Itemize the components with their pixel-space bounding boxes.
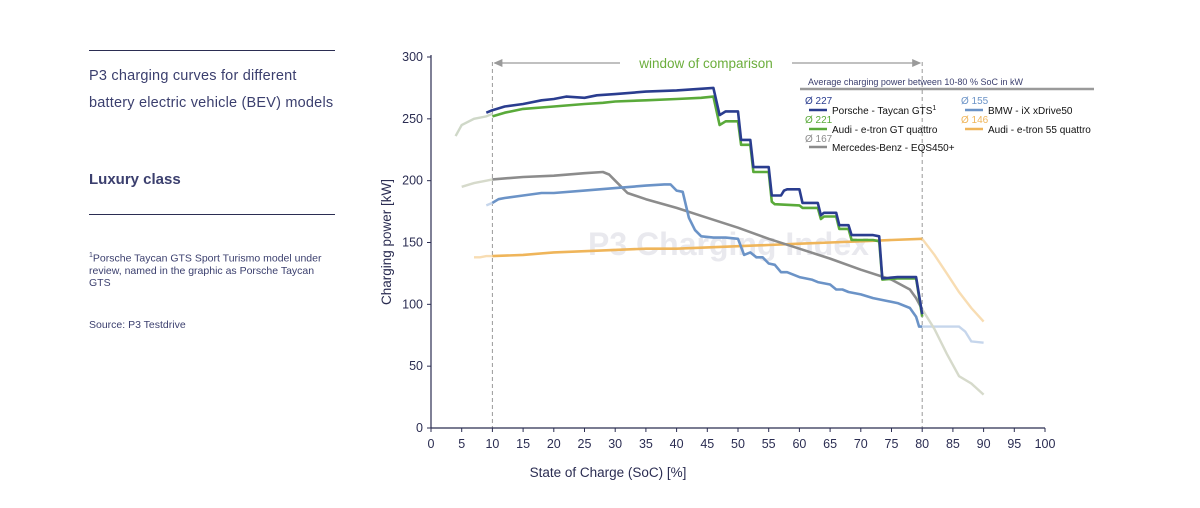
x-tick-label: 90 — [977, 437, 991, 451]
legend-title: Average charging power between 10-80 % S… — [808, 77, 1023, 87]
legend-avg-porsche-taycan-gts: Ø 227 — [805, 96, 833, 107]
x-tick-label: 100 — [1035, 437, 1056, 451]
legend-sup: 1 — [932, 105, 936, 112]
series-tail-bmw-ix-xdrive50 — [922, 325, 984, 344]
series-line-audi-e-tron-55-quattro — [492, 237, 923, 258]
y-tick-label: 50 — [409, 359, 423, 373]
y-tick-label: 150 — [402, 236, 423, 250]
x-tick-label: 30 — [608, 437, 622, 451]
top-rule — [89, 50, 335, 51]
legend-label-audi-e-tron-gt-quattro: Audi - e-tron GT quattro — [832, 125, 938, 136]
x-tick-label: 25 — [578, 437, 592, 451]
x-tick-label: 10 — [485, 437, 499, 451]
x-tick-label: 40 — [670, 437, 684, 451]
legend-label-mercedes-benz-eqs450-: Mercedes-Benz - EQS450+ — [832, 143, 955, 154]
series-tail-mercedes-benz-eqs450- — [921, 308, 985, 396]
series-tail-audi-e-tron-55-quattro — [921, 238, 985, 323]
x-tick-label: 35 — [639, 437, 653, 451]
series-head-mercedes-benz-eqs450- — [461, 178, 493, 188]
x-tick-label: 60 — [792, 437, 806, 451]
window-arrowhead-left — [493, 59, 503, 67]
window-arrowhead-right — [912, 59, 922, 67]
x-tick-label: 70 — [854, 437, 868, 451]
x-tick-label: 95 — [1007, 437, 1021, 451]
x-tick-label: 50 — [731, 437, 745, 451]
footnote-mark: 1 — [89, 252, 93, 259]
x-tick-label: 80 — [915, 437, 929, 451]
x-tick-label: 55 — [762, 437, 776, 451]
legend-avg-bmw-ix-xdrive50: Ø 155 — [961, 96, 989, 107]
series-line-bmw-ix-xdrive50 — [491, 183, 923, 328]
x-axis-title: State of Charge (SoC) [%] — [530, 465, 687, 480]
window-label: window of comparison — [638, 56, 773, 71]
source-note: Source: P3 Testdrive — [89, 319, 186, 331]
x-tick-label: 5 — [458, 437, 465, 451]
chart-description: P3 charging curves for different battery… — [89, 68, 334, 111]
x-tick-label: 45 — [700, 437, 714, 451]
y-tick-label: 300 — [402, 50, 423, 64]
legend-avg-audi-e-tron-gt-quattro: Ø 221 — [805, 115, 833, 126]
vehicle-class-label: Luxury class — [89, 171, 181, 188]
legend-label-porsche-taycan-gts: Porsche - Taycan GTS1 — [832, 105, 936, 117]
x-tick-label: 20 — [547, 437, 561, 451]
series-head-audi-e-tron-55-quattro — [474, 254, 493, 259]
x-tick-label: 85 — [946, 437, 960, 451]
legend-label-bmw-ix-xdrive50: BMW - iX xDrive50 — [988, 106, 1073, 117]
y-tick-label: 100 — [402, 297, 423, 311]
legend-avg-audi-e-tron-55-quattro: Ø 146 — [961, 115, 989, 126]
series-head-extra-0 — [454, 112, 493, 137]
y-axis-title: Charging power [kW] — [379, 179, 394, 305]
series-line-porsche-taycan-gts — [485, 86, 924, 315]
bottom-rule — [89, 214, 335, 215]
x-tick-label: 65 — [823, 437, 837, 451]
x-tick-label: 15 — [516, 437, 530, 451]
x-tick-label: 75 — [885, 437, 899, 451]
legend-avg-mercedes-benz-eqs450-: Ø 167 — [805, 134, 833, 145]
series-head-extra-1 — [485, 201, 493, 207]
y-tick-label: 200 — [402, 174, 423, 188]
footnote: 1Porsche Taycan GTS Sport Turismo model … — [89, 250, 335, 289]
footnote-text: Porsche Taycan GTS Sport Turismo model u… — [89, 252, 322, 289]
y-tick-label: 0 — [416, 421, 423, 435]
legend-label-audi-e-tron-55-quattro: Audi - e-tron 55 quattro — [988, 125, 1091, 136]
x-tick-label: 0 — [428, 437, 435, 451]
y-tick-label: 250 — [402, 112, 423, 126]
